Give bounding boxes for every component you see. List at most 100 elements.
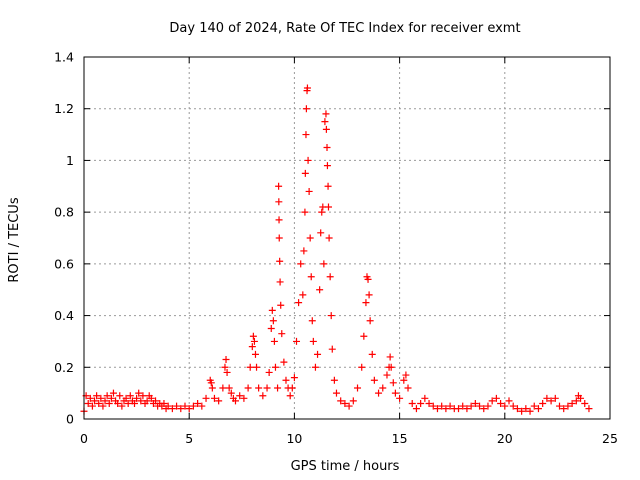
data-point bbox=[301, 208, 309, 216]
data-point bbox=[259, 392, 267, 400]
data-point bbox=[246, 363, 254, 371]
data-point bbox=[185, 405, 193, 413]
data-point bbox=[325, 234, 333, 242]
data-point bbox=[122, 394, 130, 402]
data-point bbox=[301, 169, 309, 177]
data-point bbox=[276, 278, 284, 286]
data-point bbox=[116, 392, 124, 400]
data-point bbox=[248, 343, 256, 351]
data-point bbox=[270, 337, 278, 345]
data-point bbox=[585, 405, 593, 413]
data-point bbox=[572, 397, 580, 405]
data-point bbox=[282, 376, 290, 384]
data-point bbox=[400, 376, 408, 384]
data-point bbox=[345, 402, 353, 410]
x-tick-label: 20 bbox=[497, 431, 513, 446]
x-tick-label: 25 bbox=[602, 431, 618, 446]
data-point bbox=[368, 350, 376, 358]
data-point bbox=[530, 402, 538, 410]
data-point bbox=[534, 405, 542, 413]
data-point bbox=[251, 350, 259, 358]
data-point bbox=[379, 384, 387, 392]
data-point bbox=[366, 317, 374, 325]
data-point bbox=[297, 260, 305, 268]
data-point bbox=[386, 353, 394, 361]
data-point bbox=[210, 394, 218, 402]
x-tick-label: 10 bbox=[286, 431, 302, 446]
data-point bbox=[421, 394, 429, 402]
data-point bbox=[290, 374, 298, 382]
data-point bbox=[249, 332, 257, 340]
data-point bbox=[564, 402, 572, 410]
data-point bbox=[84, 399, 92, 407]
data-point bbox=[244, 384, 252, 392]
data-point bbox=[362, 299, 370, 307]
data-point bbox=[505, 397, 513, 405]
data-point bbox=[324, 182, 332, 190]
data-point bbox=[227, 389, 235, 397]
data-point bbox=[547, 397, 555, 405]
data-point bbox=[455, 405, 463, 413]
data-point bbox=[215, 397, 223, 405]
data-point bbox=[429, 402, 437, 410]
data-point bbox=[324, 203, 332, 211]
data-point bbox=[137, 397, 145, 405]
data-point bbox=[263, 384, 271, 392]
data-point bbox=[265, 368, 273, 376]
data-point bbox=[354, 384, 362, 392]
data-point bbox=[314, 350, 322, 358]
data-point bbox=[293, 337, 301, 345]
data-point bbox=[275, 234, 283, 242]
data-point bbox=[404, 384, 412, 392]
data-point bbox=[124, 399, 132, 407]
data-point bbox=[133, 394, 141, 402]
data-point bbox=[556, 402, 564, 410]
data-point bbox=[253, 363, 261, 371]
data-point bbox=[303, 84, 311, 92]
data-point bbox=[501, 402, 509, 410]
data-point bbox=[446, 402, 454, 410]
data-point bbox=[387, 363, 395, 371]
data-point bbox=[219, 384, 227, 392]
data-point bbox=[459, 402, 467, 410]
data-point bbox=[476, 402, 484, 410]
data-point bbox=[236, 392, 244, 400]
data-point bbox=[358, 363, 366, 371]
data-point bbox=[341, 399, 349, 407]
data-point bbox=[288, 384, 296, 392]
data-point bbox=[337, 397, 345, 405]
x-tick-label: 0 bbox=[80, 431, 88, 446]
data-point bbox=[198, 402, 206, 410]
data-point bbox=[101, 397, 109, 405]
data-point bbox=[164, 402, 172, 410]
y-tick-label: 0 bbox=[66, 412, 74, 427]
data-point bbox=[271, 363, 279, 371]
data-point bbox=[189, 402, 197, 410]
data-point bbox=[147, 394, 155, 402]
data-point bbox=[581, 399, 589, 407]
data-point bbox=[577, 394, 585, 402]
data-point bbox=[467, 402, 475, 410]
data-point bbox=[295, 299, 303, 307]
data-point bbox=[360, 332, 368, 340]
data-point bbox=[93, 392, 101, 400]
data-point bbox=[307, 273, 315, 281]
y-tick-label: 1 bbox=[66, 153, 74, 168]
data-point bbox=[323, 162, 331, 170]
data-point bbox=[560, 405, 568, 413]
y-axis-label: ROTI / TECUs bbox=[7, 197, 22, 282]
data-point bbox=[326, 273, 334, 281]
data-point bbox=[118, 402, 126, 410]
data-point bbox=[370, 376, 378, 384]
data-point bbox=[202, 394, 210, 402]
data-point bbox=[488, 397, 496, 405]
data-point bbox=[268, 306, 276, 314]
data-point bbox=[267, 325, 275, 332]
x-tick-label: 5 bbox=[185, 431, 193, 446]
data-point bbox=[276, 257, 284, 265]
data-point bbox=[317, 229, 325, 237]
data-point bbox=[221, 363, 229, 371]
data-point bbox=[300, 247, 308, 255]
data-point bbox=[286, 392, 294, 400]
data-point bbox=[396, 394, 404, 402]
